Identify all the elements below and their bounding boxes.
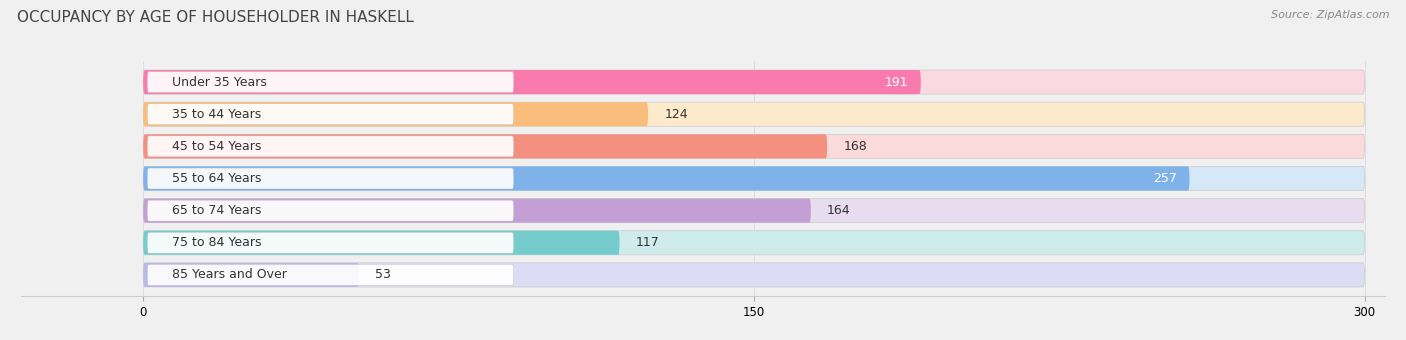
Text: 124: 124: [664, 108, 688, 121]
FancyBboxPatch shape: [143, 102, 648, 126]
FancyBboxPatch shape: [148, 136, 513, 157]
FancyBboxPatch shape: [143, 134, 827, 158]
FancyBboxPatch shape: [143, 263, 1365, 287]
FancyBboxPatch shape: [148, 104, 513, 125]
Text: Source: ZipAtlas.com: Source: ZipAtlas.com: [1271, 10, 1389, 20]
Text: 85 Years and Over: 85 Years and Over: [172, 268, 287, 282]
FancyBboxPatch shape: [148, 265, 513, 285]
Text: 75 to 84 Years: 75 to 84 Years: [172, 236, 262, 249]
Text: 191: 191: [884, 75, 908, 89]
FancyBboxPatch shape: [143, 167, 1189, 190]
FancyBboxPatch shape: [148, 168, 513, 189]
Text: 65 to 74 Years: 65 to 74 Years: [172, 204, 262, 217]
Text: 45 to 54 Years: 45 to 54 Years: [172, 140, 262, 153]
Text: 164: 164: [827, 204, 851, 217]
FancyBboxPatch shape: [143, 199, 811, 223]
Text: OCCUPANCY BY AGE OF HOUSEHOLDER IN HASKELL: OCCUPANCY BY AGE OF HOUSEHOLDER IN HASKE…: [17, 10, 413, 25]
FancyBboxPatch shape: [143, 70, 1365, 94]
Text: 53: 53: [375, 268, 391, 282]
FancyBboxPatch shape: [148, 200, 513, 221]
FancyBboxPatch shape: [143, 167, 1365, 190]
FancyBboxPatch shape: [143, 231, 1365, 255]
Text: 257: 257: [1153, 172, 1177, 185]
FancyBboxPatch shape: [143, 263, 359, 287]
FancyBboxPatch shape: [143, 102, 1365, 126]
FancyBboxPatch shape: [148, 72, 513, 92]
Text: 55 to 64 Years: 55 to 64 Years: [172, 172, 262, 185]
FancyBboxPatch shape: [143, 70, 921, 94]
FancyBboxPatch shape: [143, 199, 1365, 223]
FancyBboxPatch shape: [143, 231, 620, 255]
FancyBboxPatch shape: [148, 232, 513, 253]
Text: Under 35 Years: Under 35 Years: [172, 75, 267, 89]
Text: 168: 168: [844, 140, 868, 153]
Text: 35 to 44 Years: 35 to 44 Years: [172, 108, 262, 121]
Text: 117: 117: [636, 236, 659, 249]
FancyBboxPatch shape: [143, 134, 1365, 158]
